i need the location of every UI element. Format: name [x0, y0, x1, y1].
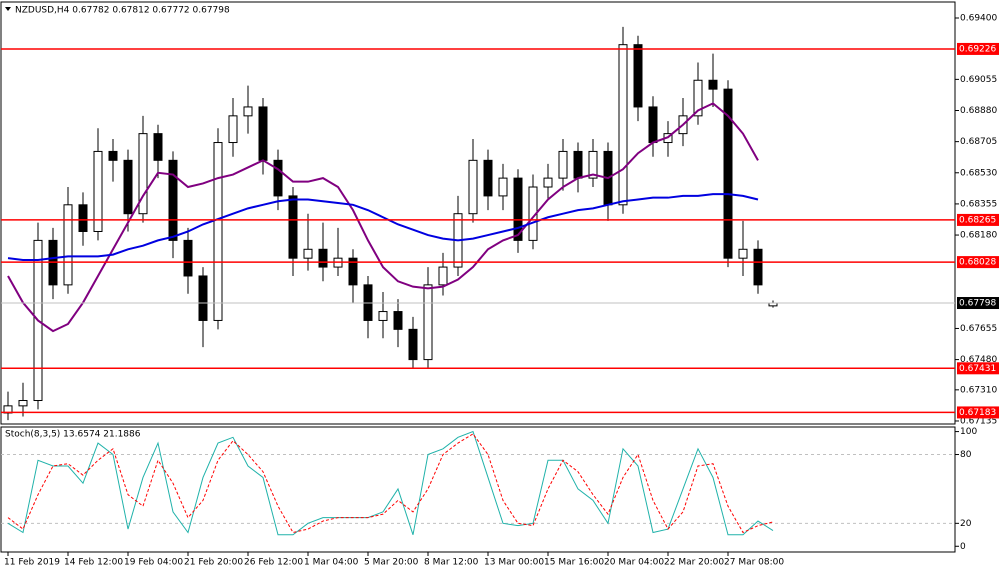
y-tick-label: 0.67655 [960, 324, 997, 334]
candle-body [693, 79, 703, 117]
y-tick-label: 0.68705 [960, 137, 997, 147]
moving-average [7, 102, 759, 333]
candle-body [273, 159, 283, 197]
x-tick-label: 20 Mar 04:00 [604, 558, 664, 568]
candle-body [318, 248, 328, 268]
current-price-label: 0.67798 [959, 299, 996, 309]
y-tick-label: 0.69055 [960, 75, 997, 85]
candle-body [78, 204, 88, 232]
x-tick-label: 15 Mar 16:00 [544, 558, 604, 568]
y-tick-label: 0.67480 [960, 355, 997, 365]
candle-body [648, 106, 658, 144]
x-tick-label: 26 Feb 12:00 [244, 558, 303, 568]
x-tick-label: 5 Mar 20:00 [364, 558, 419, 568]
x-tick-label: 13 Mar 00:00 [484, 558, 544, 568]
candle-body [438, 266, 448, 286]
level-box [957, 42, 999, 55]
candle-body [18, 400, 28, 407]
candle-body [483, 159, 493, 197]
candle-body [738, 248, 748, 259]
candle-body [753, 248, 763, 286]
x-tick-label: 14 Feb 12:00 [64, 558, 123, 568]
y-tick-label: 80 [960, 450, 972, 460]
candle-body [618, 44, 628, 206]
y-tick-label: 100 [960, 427, 977, 437]
stoch-line [7, 433, 774, 534]
candle-body [138, 133, 148, 215]
menu-arrow [5, 7, 11, 11]
candle-body [243, 106, 253, 117]
candle-body [63, 204, 73, 286]
candle-body [633, 44, 643, 108]
y-tick-label: 0.68880 [960, 106, 997, 116]
y-tick-label: 0.68180 [960, 231, 997, 241]
x-tick-label: 19 Feb 04:00 [124, 558, 183, 568]
candle-body [168, 159, 178, 241]
candle-body [588, 150, 598, 179]
candle-body [393, 311, 403, 330]
y-tick-label: 0.67310 [960, 385, 997, 395]
candle-body [303, 248, 313, 259]
candle-body [348, 257, 358, 286]
y-tick-label: 0 [960, 542, 966, 552]
candle-body [468, 159, 478, 215]
candle-body [408, 328, 418, 361]
x-tick-label: 27 Mar 08:00 [724, 558, 784, 568]
candle-body [123, 159, 133, 215]
chart-title: NZDUSD,H4 0.67782 0.67812 0.67772 0.6779… [15, 6, 230, 16]
candle-body [423, 284, 433, 361]
candle-body [558, 150, 568, 179]
moving-average [7, 193, 759, 261]
stoch-line [7, 430, 774, 536]
indicator-title: Stoch(8,3,5) 13.6574 21.1886 [5, 430, 141, 440]
level-box [957, 406, 999, 419]
y-tick-label: 0.67135 [960, 416, 997, 426]
candle-body [288, 195, 298, 259]
candle-body [108, 150, 118, 161]
candle-body [378, 311, 388, 321]
y-tick-label: 20 [960, 519, 972, 529]
candle-body [153, 133, 163, 161]
candle-body [228, 115, 238, 144]
y-tick-label: 0.68355 [960, 199, 997, 209]
candle-body [498, 177, 508, 197]
candle-body [573, 150, 583, 179]
y-tick-label: 0.68530 [960, 168, 997, 178]
y-tick-label: 0.69400 [960, 13, 997, 23]
level-label: 0.69226 [959, 44, 996, 54]
candle-body [213, 142, 223, 321]
x-tick-label: 8 Mar 12:00 [424, 558, 479, 568]
level-box [957, 213, 999, 226]
candle-body [93, 150, 103, 232]
main-frame [0, 1, 956, 425]
level-label: 0.68265 [959, 215, 996, 225]
candle-body [513, 177, 523, 241]
current-price-box [957, 297, 999, 310]
level-box [957, 362, 999, 375]
candle-body [708, 79, 718, 90]
level-label: 0.67183 [959, 408, 996, 418]
candle-body [258, 106, 268, 161]
level-label: 0.67431 [959, 364, 996, 374]
x-tick-label: 21 Feb 20:00 [184, 558, 243, 568]
level-box [957, 256, 999, 269]
candle-body [723, 88, 733, 259]
level-label: 0.68028 [959, 258, 996, 268]
candle-body [198, 275, 208, 321]
candle-body [183, 239, 193, 277]
x-tick-label: 11 Feb 2019 [4, 558, 60, 568]
x-tick-label: 1 Mar 04:00 [304, 558, 359, 568]
candle-body [543, 177, 553, 188]
x-tick-label: 22 Mar 20:00 [664, 558, 724, 568]
